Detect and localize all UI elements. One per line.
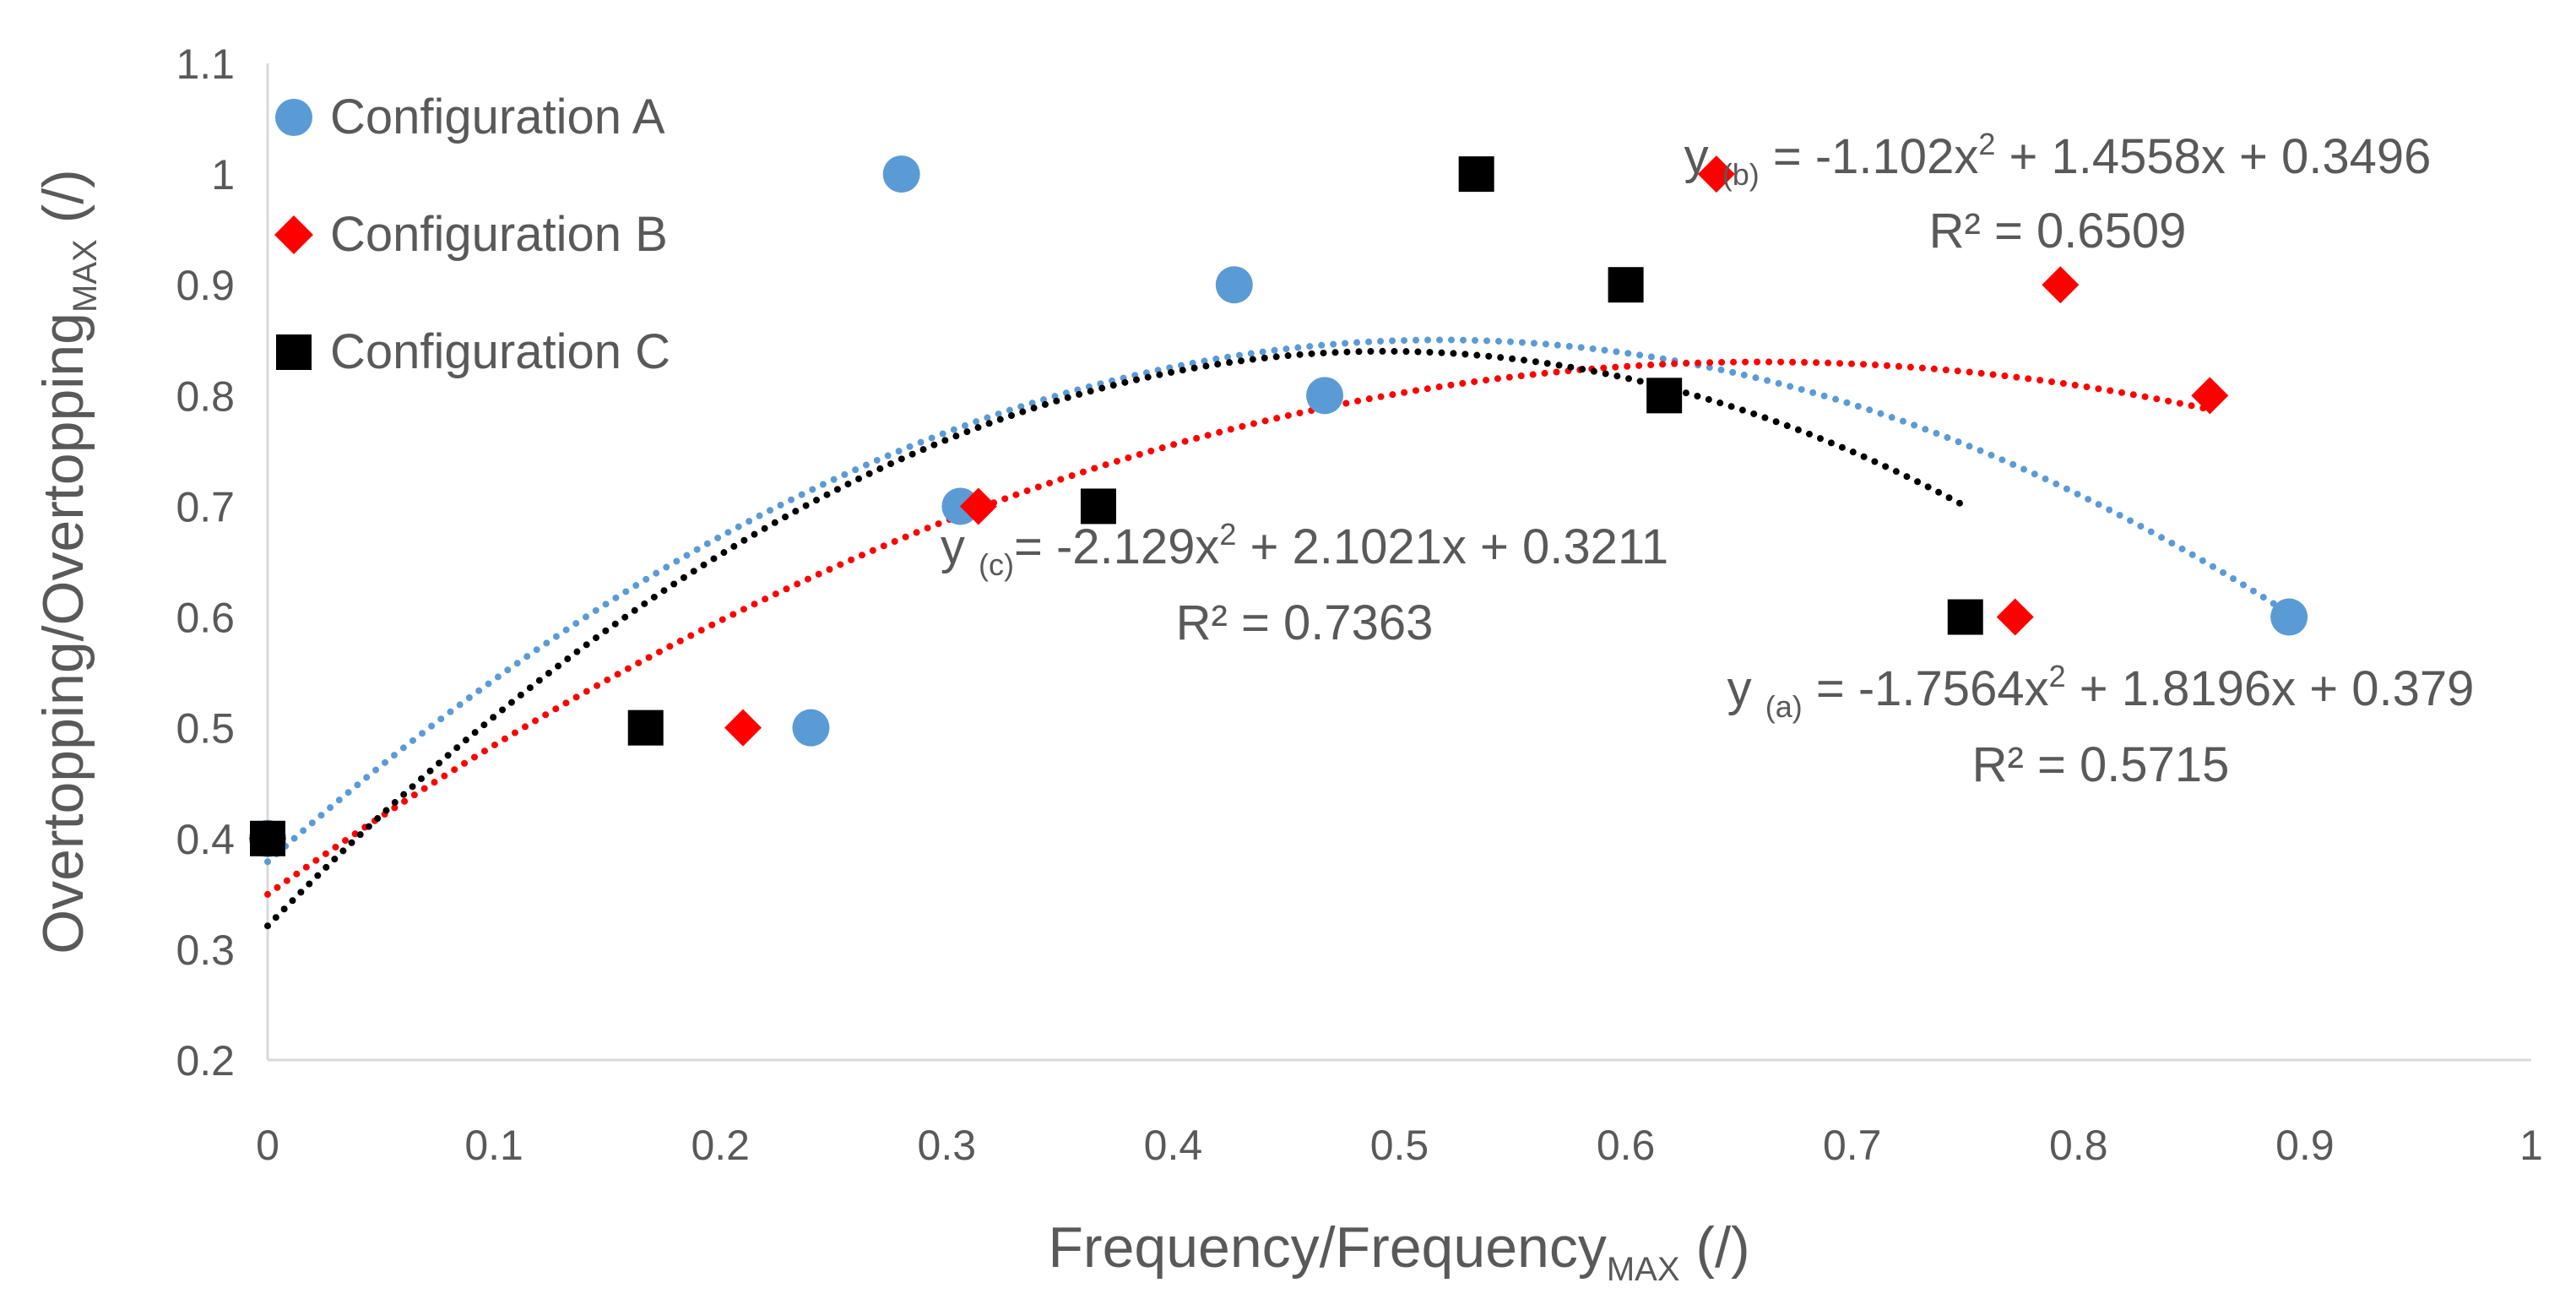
point-configuration-a bbox=[792, 709, 830, 747]
y-tick-label: 0.4 bbox=[176, 816, 235, 863]
equation-c: y (c)= -2.129x2 + 2.1021x + 0.3211 R² = … bbox=[941, 517, 1668, 650]
x-tick-label: 0.8 bbox=[2049, 1122, 2108, 1169]
point-configuration-b bbox=[959, 487, 997, 525]
y-tick-label: 1 bbox=[211, 151, 235, 198]
point-configuration-b bbox=[2042, 266, 2080, 304]
equation-a: y (a) = -1.7564x2 + 1.8196x + 0.379 R² =… bbox=[1727, 659, 2475, 792]
point-configuration-c bbox=[1458, 156, 1494, 193]
trendline-configuration-a bbox=[264, 336, 2293, 866]
trendline-configuration-c bbox=[264, 347, 1969, 930]
legend-item-configuration-b: Configuration B bbox=[274, 207, 668, 262]
x-tick-label: 0 bbox=[256, 1122, 279, 1169]
svg-text:Configuration A: Configuration A bbox=[330, 90, 665, 144]
x-tick-labels: 0 0.1 0.2 0.3 0.4 0.5 0.6 0.7 0.8 0.9 1 bbox=[256, 1122, 2543, 1169]
point-configuration-c bbox=[1646, 378, 1683, 414]
legend-diamond-icon bbox=[274, 215, 313, 254]
y-tick-label: 0.5 bbox=[176, 705, 235, 753]
point-configuration-a bbox=[2270, 598, 2308, 636]
point-configuration-a bbox=[1215, 266, 1253, 304]
point-configuration-c bbox=[1608, 267, 1644, 303]
data-points bbox=[249, 155, 2308, 857]
x-tick-label: 0.4 bbox=[1144, 1122, 1203, 1169]
point-configuration-b bbox=[1697, 155, 1735, 193]
x-tick-label: 0.9 bbox=[2275, 1122, 2335, 1169]
x-tick-label: 0.6 bbox=[1597, 1122, 1656, 1169]
y-tick-labels: 0.2 0.3 0.4 0.5 0.6 0.7 0.8 0.9 1 1.1 bbox=[176, 41, 235, 1084]
svg-text:Configuration B: Configuration B bbox=[330, 207, 668, 262]
x-tick-label: 0.1 bbox=[464, 1122, 523, 1169]
x-axis-title: Frequency/FrequencyMAX (/) bbox=[1048, 1215, 1749, 1288]
legend-square-icon bbox=[276, 334, 312, 370]
trendline-configuration-b bbox=[264, 358, 2214, 898]
x-tick-label: 0.3 bbox=[918, 1122, 977, 1169]
y-tick-label: 1.1 bbox=[176, 41, 235, 88]
svg-text:R² = 0.7363: R² = 0.7363 bbox=[1176, 595, 1434, 650]
x-tick-label: 1 bbox=[2519, 1122, 2543, 1169]
y-tick-label: 0.7 bbox=[176, 483, 235, 530]
point-configuration-b bbox=[2191, 377, 2229, 415]
y-tick-label: 0.3 bbox=[176, 927, 235, 974]
point-configuration-c bbox=[1947, 599, 1983, 635]
svg-text:y (b) = -1.102x2 + 1.4558x + 0: y (b) = -1.102x2 + 1.4558x + 0.3496 bbox=[1684, 127, 2432, 192]
point-configuration-c bbox=[627, 709, 664, 746]
svg-text:R² = 0.5715: R² = 0.5715 bbox=[1972, 737, 2230, 792]
svg-text:y (c)= -2.129x2 + 2.1021x + 0.: y (c)= -2.129x2 + 2.1021x + 0.3211 bbox=[941, 517, 1668, 582]
y-tick-label: 0.2 bbox=[176, 1037, 235, 1084]
point-configuration-c bbox=[1080, 488, 1116, 525]
legend: Configuration A Configuration B Configur… bbox=[274, 90, 670, 379]
legend-circle-icon bbox=[275, 99, 312, 136]
x-tick-label: 0.7 bbox=[1823, 1122, 1882, 1169]
y-axis-title: Overtopping/OvertoppingMAX (/) bbox=[31, 169, 104, 954]
y-tick-label: 0.8 bbox=[176, 372, 235, 420]
point-configuration-a bbox=[882, 155, 920, 193]
y-tick-label: 0.9 bbox=[176, 262, 235, 309]
equation-b: y (b) = -1.102x2 + 1.4558x + 0.3496 R² =… bbox=[1684, 127, 2432, 258]
svg-text:y (a) = -1.7564x2 + 1.8196x +: y (a) = -1.7564x2 + 1.8196x + 0.379 bbox=[1727, 659, 2475, 724]
point-configuration-b bbox=[724, 709, 762, 747]
trendlines bbox=[264, 336, 2293, 930]
x-tick-label: 0.5 bbox=[1370, 1122, 1429, 1169]
y-tick-label: 0.6 bbox=[176, 595, 235, 642]
svg-text:R² = 0.6509: R² = 0.6509 bbox=[1929, 204, 2187, 258]
svg-text:Configuration C: Configuration C bbox=[330, 324, 670, 379]
legend-item-configuration-a: Configuration A bbox=[275, 90, 665, 144]
x-tick-label: 0.2 bbox=[691, 1122, 750, 1169]
legend-item-configuration-c: Configuration C bbox=[276, 324, 670, 379]
point-configuration-c bbox=[250, 820, 285, 856]
point-configuration-a bbox=[1306, 377, 1344, 415]
point-configuration-b bbox=[1996, 598, 2034, 636]
